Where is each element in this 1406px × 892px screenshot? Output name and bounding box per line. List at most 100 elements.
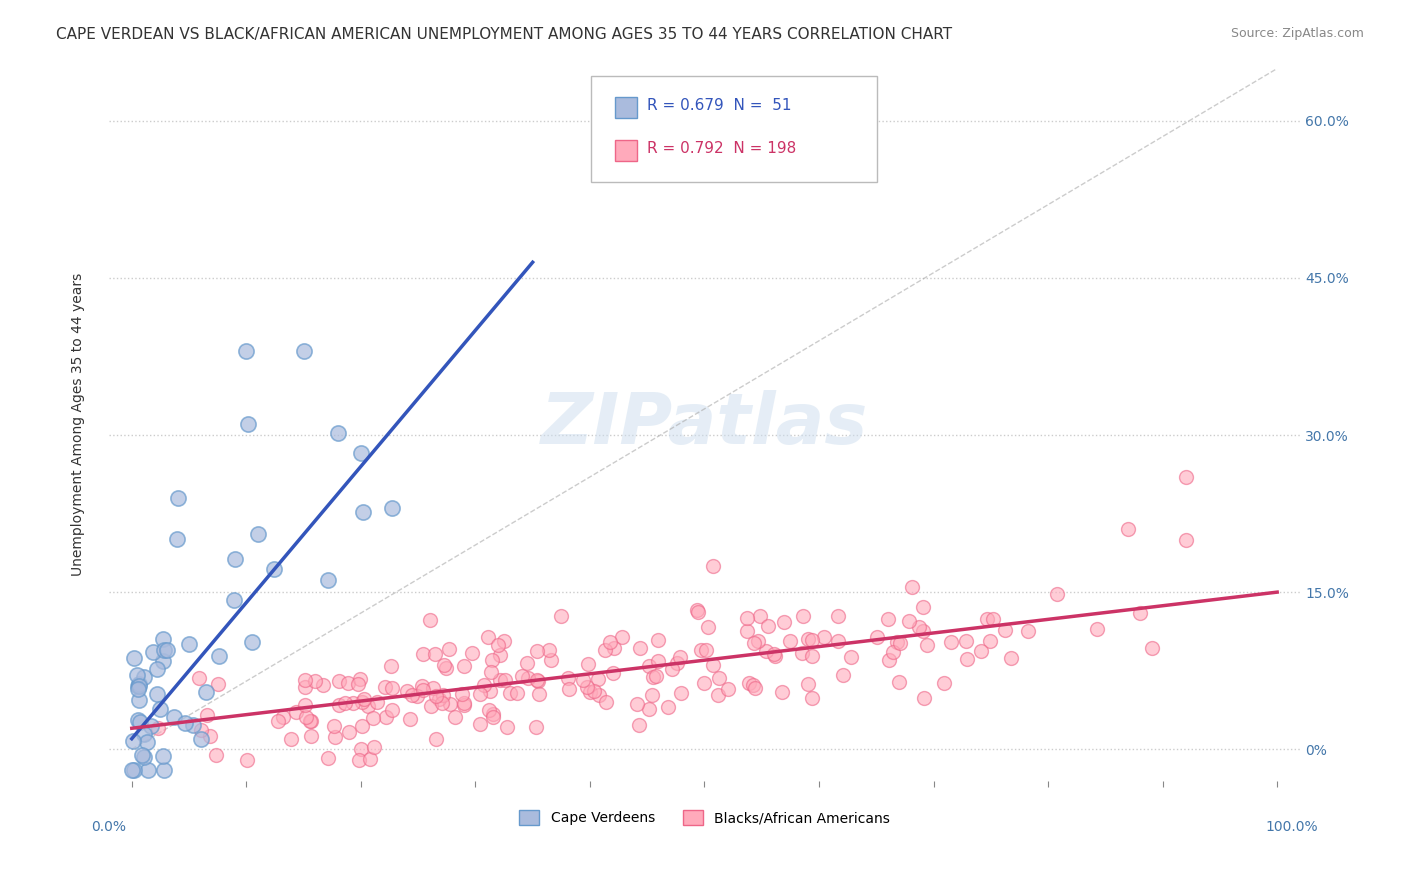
Point <box>128 693 150 707</box>
Point <box>472 678 495 692</box>
Point <box>122 763 145 777</box>
Point <box>299 714 322 728</box>
Point <box>832 667 855 681</box>
Text: R = 0.792  N = 198: R = 0.792 N = 198 <box>647 141 797 156</box>
Point <box>401 689 423 703</box>
Point <box>207 677 229 691</box>
Point <box>979 633 1001 648</box>
Point <box>366 695 388 709</box>
Point <box>526 673 548 687</box>
Point <box>800 648 823 663</box>
Point <box>717 681 740 696</box>
Point <box>638 702 661 716</box>
Point <box>451 687 474 701</box>
Point <box>326 425 349 440</box>
Point <box>425 690 447 704</box>
Point <box>1129 606 1152 620</box>
Point <box>328 673 350 688</box>
Point <box>299 729 322 743</box>
Point <box>792 609 814 624</box>
Point <box>152 749 174 764</box>
Point <box>478 684 501 698</box>
Point <box>866 630 889 644</box>
Point <box>433 657 456 672</box>
Point <box>499 686 522 700</box>
Point <box>702 658 724 673</box>
Point <box>166 491 188 505</box>
Point <box>526 644 548 658</box>
Point <box>516 671 538 685</box>
Point <box>898 615 921 629</box>
Bar <box>616 140 637 161</box>
Point <box>744 636 766 650</box>
Point <box>294 681 316 695</box>
Y-axis label: Unemployment Among Ages 35 to 44 years: Unemployment Among Ages 35 to 44 years <box>72 273 86 576</box>
Point <box>657 700 679 714</box>
Point <box>204 747 226 762</box>
Point <box>136 763 159 777</box>
Point <box>537 642 560 657</box>
Point <box>661 662 683 676</box>
Point <box>524 720 547 734</box>
Point <box>374 710 396 724</box>
Point <box>153 763 176 777</box>
Point <box>583 684 606 698</box>
Point <box>357 698 380 713</box>
Point <box>127 679 149 693</box>
Point <box>430 696 453 710</box>
Point <box>352 719 374 733</box>
Point <box>690 643 713 657</box>
Point <box>887 675 910 690</box>
Text: R = 0.679  N =  51: R = 0.679 N = 51 <box>647 98 792 113</box>
Point <box>550 609 572 624</box>
Point <box>453 658 475 673</box>
Point <box>696 620 718 634</box>
Point <box>540 653 562 667</box>
Point <box>122 650 145 665</box>
Point <box>411 679 433 693</box>
Point <box>347 753 370 767</box>
Point <box>481 710 503 724</box>
Point <box>994 624 1017 638</box>
Point <box>911 599 934 614</box>
Legend: Cape Verdeens, Blacks/African Americans: Cape Verdeens, Blacks/African Americans <box>513 805 896 830</box>
Point <box>153 642 176 657</box>
Point <box>349 672 371 686</box>
Point <box>756 619 779 633</box>
Point <box>763 648 786 663</box>
Text: 0.0%: 0.0% <box>91 820 127 834</box>
Point <box>146 662 169 676</box>
Point <box>747 634 769 648</box>
Point <box>737 675 759 690</box>
Point <box>294 698 316 713</box>
Point <box>877 653 900 667</box>
Point <box>337 675 360 690</box>
Point <box>432 688 454 702</box>
Point <box>350 446 373 460</box>
Point <box>647 654 669 668</box>
Point <box>876 612 898 626</box>
Point <box>208 648 231 663</box>
Point <box>443 710 465 724</box>
Point <box>955 652 977 666</box>
Point <box>434 661 457 675</box>
Point <box>1142 641 1164 656</box>
Point <box>406 689 429 703</box>
Point <box>235 344 257 359</box>
Point <box>148 721 170 735</box>
Point <box>707 689 730 703</box>
Point <box>136 734 159 748</box>
Point <box>194 685 217 699</box>
Point <box>470 717 492 731</box>
Point <box>1116 522 1139 536</box>
Point <box>423 648 446 662</box>
Point <box>641 689 664 703</box>
Point <box>122 733 145 747</box>
Point <box>128 679 150 693</box>
Point <box>380 659 402 673</box>
Point <box>381 500 404 515</box>
Point <box>489 648 512 662</box>
Point <box>350 695 373 709</box>
Point <box>800 690 823 705</box>
FancyBboxPatch shape <box>592 76 877 183</box>
